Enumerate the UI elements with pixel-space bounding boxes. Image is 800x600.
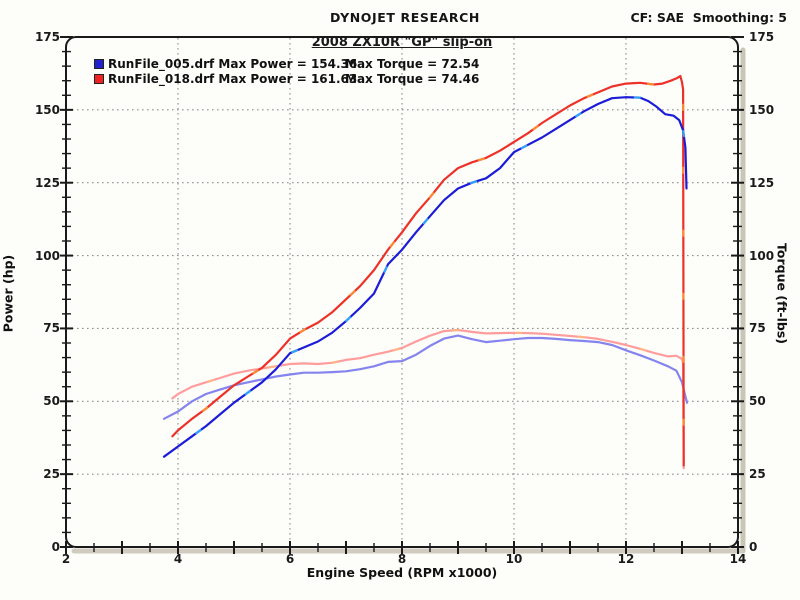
y-tick-left-75: 75 <box>43 321 60 336</box>
curve-runfile-018-torque <box>171 328 685 470</box>
curve-accent-runfile-005-power <box>162 96 688 458</box>
header-correction-settings: CF: SAE Smoothing: 5 <box>630 10 787 25</box>
curve-runfile-018-power <box>171 74 685 467</box>
x-tick-12: 12 <box>617 552 635 566</box>
y-tick-left-25: 25 <box>43 467 60 482</box>
legend-run018-power-label: RunFile_018.drf Max Power = 161.63 <box>108 71 358 86</box>
y-tick-left-0: 0 <box>51 540 60 554</box>
legend-run018-torque-label: Max Torque = 74.46 <box>345 71 480 86</box>
y-tick-left-50: 50 <box>43 394 60 409</box>
legend-swatch-run018 <box>94 73 104 84</box>
y-tick-right-75: 75 <box>749 321 766 336</box>
y-tick-right-0: 0 <box>749 540 758 554</box>
y-axis-label-torque: Torque (ft-lbs) <box>774 243 790 344</box>
x-tick-8: 8 <box>397 552 407 566</box>
legend-row-run005: RunFile_005.drf Max Power = 154.36 Max T… <box>94 56 479 71</box>
x-tick-4: 4 <box>173 552 183 566</box>
y-tick-right-100: 100 <box>749 248 775 263</box>
y-tick-right-125: 125 <box>749 175 775 190</box>
y-tick-right-50: 50 <box>749 394 766 409</box>
curve-runfile-005-torque <box>162 334 689 420</box>
legend-run005-torque-label: Max Torque = 72.54 <box>345 56 480 71</box>
legend-row-run018: RunFile_018.drf Max Power = 161.63 Max T… <box>94 71 479 86</box>
y-tick-left-175: 175 <box>34 30 60 44</box>
y-tick-right-175: 175 <box>749 30 775 44</box>
header-brand: DYNOJET RESEARCH <box>330 10 480 25</box>
chart-title: 2008 ZX10R "GP" slip-on <box>311 35 493 50</box>
y-tick-left-150: 150 <box>34 102 60 117</box>
x-tick-6: 6 <box>285 552 295 566</box>
x-axis-label-engine-speed: Engine Speed (RPM x1000) <box>306 565 498 580</box>
x-tick-2: 2 <box>61 552 71 566</box>
curve-accent-runfile-018-power <box>171 74 685 467</box>
plot-frame <box>65 36 739 548</box>
x-tick-14: 14 <box>729 552 747 566</box>
y-tick-right-25: 25 <box>749 467 766 482</box>
legend: RunFile_005.drf Max Power = 154.36 Max T… <box>94 56 479 86</box>
x-tick-10: 10 <box>505 552 523 566</box>
curve-runfile-005-power <box>162 96 688 458</box>
y-axis-label-power: Power (hp) <box>0 254 16 333</box>
y-tick-right-150: 150 <box>749 102 775 117</box>
legend-swatch-run005 <box>94 58 104 69</box>
y-tick-left-125: 125 <box>34 175 60 190</box>
legend-run005-power-label: RunFile_005.drf Max Power = 154.36 <box>108 56 358 71</box>
y-tick-left-100: 100 <box>34 248 60 263</box>
curve-accent-runfile-018-torque <box>171 328 685 470</box>
